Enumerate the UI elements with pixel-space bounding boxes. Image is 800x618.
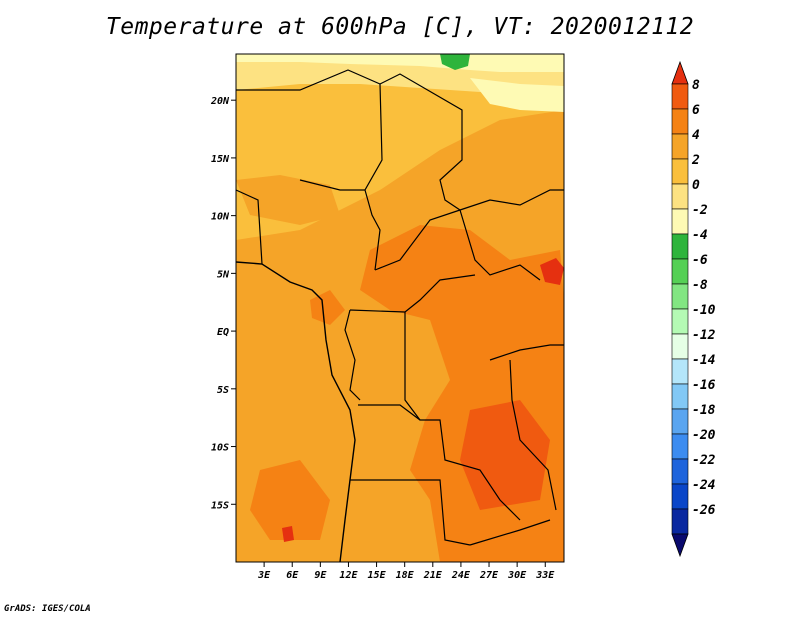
colorbar-segment bbox=[671, 458, 689, 485]
lon-tick-label: 15E bbox=[368, 570, 387, 581]
lon-tick-label: 12E bbox=[339, 570, 358, 581]
lon-tick-label: 30E bbox=[507, 570, 527, 581]
colorbar-segment bbox=[671, 283, 689, 310]
map-frame bbox=[235, 53, 565, 563]
colorbar-segment bbox=[671, 333, 689, 360]
colorbar: 8 6 4 2 0 -2 -4 -6 -8 -10 -12 -14 -16 -18 -20 -22 -24 -26 bbox=[671, 60, 716, 558]
colorbar-label: -14 bbox=[692, 353, 716, 368]
lat-tick-label: 5N bbox=[217, 269, 230, 280]
colorbar-label: -10 bbox=[692, 303, 716, 318]
colorbar-label: 2 bbox=[691, 153, 700, 168]
lat-tick-label: 10N bbox=[211, 212, 230, 223]
colorbar-segment bbox=[671, 158, 689, 185]
colorbar-segment bbox=[671, 408, 689, 435]
colorbar-segment bbox=[671, 358, 689, 385]
lat-tick-label: 15S bbox=[211, 500, 229, 511]
lat-tick-label: 5S bbox=[217, 385, 229, 396]
colorbar-segment bbox=[671, 233, 689, 260]
lon-tick-label: 6E bbox=[286, 570, 299, 581]
temperature-field bbox=[236, 54, 564, 562]
colorbar-label: -20 bbox=[692, 428, 716, 443]
lon-tick-label: 21E bbox=[423, 570, 443, 581]
lon-tick-label: 24E bbox=[451, 570, 471, 581]
colorbar-label: -6 bbox=[692, 253, 708, 268]
colorbar-label: -24 bbox=[692, 478, 716, 493]
colorbar-segment bbox=[671, 308, 689, 335]
colorbar-label: -22 bbox=[692, 453, 716, 468]
colorbar-segment bbox=[671, 508, 689, 535]
colorbar-segment bbox=[671, 483, 689, 510]
lat-tick-label: 10S bbox=[211, 443, 229, 454]
colorbar-segment bbox=[671, 208, 689, 235]
longitude-axis: 3E 6E 9E 12E 15E 18E 21E 24E 27E 30E 33E bbox=[257, 562, 555, 581]
cold-patch bbox=[440, 54, 470, 70]
colorbar-label: -16 bbox=[692, 378, 716, 393]
colorbar-segment bbox=[671, 383, 689, 410]
lat-tick-label: EQ bbox=[217, 327, 229, 338]
colorbar-top-triangle bbox=[671, 60, 689, 85]
colorbar-label: -8 bbox=[692, 278, 708, 293]
colorbar-label: -26 bbox=[692, 503, 716, 518]
colorbar-segment bbox=[671, 183, 689, 210]
colorbar-label: -12 bbox=[692, 328, 716, 343]
colorbar-segment bbox=[671, 83, 689, 110]
colorbar-label: 6 bbox=[692, 103, 700, 118]
lon-tick-label: 3E bbox=[257, 570, 271, 581]
lon-tick-label: 18E bbox=[396, 570, 415, 581]
lat-tick-label: 15N bbox=[211, 154, 230, 165]
colorbar-segment bbox=[671, 258, 689, 285]
lon-tick-label: 27E bbox=[479, 570, 499, 581]
colorbar-label: 0 bbox=[692, 178, 700, 193]
colorbar-label: 4 bbox=[692, 128, 700, 143]
colorbar-label: 8 bbox=[692, 78, 700, 93]
colorbar-segment bbox=[671, 433, 689, 460]
map-title: Temperature at 600hPa [C], VT: 202001211… bbox=[105, 14, 695, 40]
credit-text: GrADS: IGES/COLA bbox=[4, 604, 91, 614]
colorbar-label: -18 bbox=[692, 403, 716, 418]
colorbar-label: -2 bbox=[692, 203, 708, 218]
lon-tick-label: 9E bbox=[314, 570, 327, 581]
colorbar-segment bbox=[671, 133, 689, 160]
lon-tick-label: 33E bbox=[535, 570, 555, 581]
lat-tick-label: 20N bbox=[210, 96, 230, 107]
colorbar-label: -4 bbox=[692, 228, 708, 243]
colorbar-bottom-triangle bbox=[671, 533, 689, 558]
latitude-axis: 20N 15N 10N 5N EQ 5S 10S 15S bbox=[210, 96, 236, 511]
colorbar-segment bbox=[671, 108, 689, 135]
borders bbox=[236, 69, 564, 562]
